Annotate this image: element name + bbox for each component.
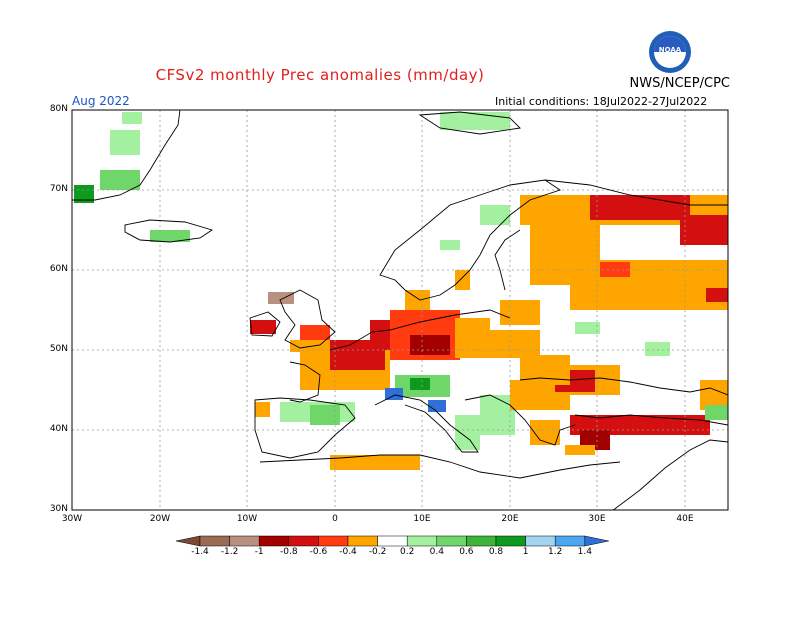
- uk-dry: [300, 325, 330, 343]
- greenland-wet: [100, 170, 140, 190]
- noaa-logo-text: NOAA: [658, 46, 682, 54]
- noaa-logo: [649, 31, 691, 73]
- legend-tick-label: 1: [522, 547, 529, 557]
- lon-label-10e: 10E: [413, 514, 431, 524]
- legend-tick-label: -0.4: [339, 547, 357, 557]
- russia-dry: [706, 288, 728, 302]
- uk-brown: [268, 292, 294, 304]
- ukraine-dry: [520, 355, 570, 385]
- legend-swatch: [347, 535, 378, 547]
- legend-tick-label: -1.4: [191, 547, 209, 557]
- russia-dry: [680, 215, 728, 245]
- lon-label-0: 0: [332, 514, 338, 524]
- legend-swatch: [377, 535, 408, 547]
- coastlines: [72, 110, 728, 510]
- greenland-wet: [74, 185, 94, 203]
- legend-arrow-high: [584, 535, 609, 547]
- russia-wet: [645, 342, 670, 356]
- legend-tick-label: -0.8: [280, 547, 298, 557]
- legend-swatch: [495, 535, 526, 547]
- lat-label-70n: 70N: [49, 184, 68, 194]
- legend-swatch: [199, 535, 230, 547]
- legend-tick-label: 1.4: [577, 547, 592, 557]
- iberia-dry: [255, 402, 270, 417]
- scandinavia-wet: [480, 205, 510, 225]
- legend-tick-label: 0.2: [400, 547, 415, 557]
- initial-conditions-label: Initial conditions: 18Jul2022-27Jul2022: [495, 95, 708, 108]
- legend-tick-label: -0.6: [309, 547, 328, 557]
- alps-wet: [410, 378, 430, 390]
- lon-label-10w: 10W: [236, 514, 258, 524]
- anomaly-layer: [72, 110, 728, 470]
- greenland-wet: [122, 112, 142, 124]
- uk-dry: [290, 340, 330, 352]
- lat-label-40n: 40N: [49, 424, 68, 434]
- russia-dry: [570, 260, 728, 310]
- legend-swatch: [436, 535, 467, 547]
- lon-label-40e: 40E: [676, 514, 694, 524]
- graticule: [72, 110, 728, 510]
- iberia-wet: [310, 405, 340, 425]
- legend-swatch: [554, 535, 586, 547]
- greece-dry: [530, 420, 560, 445]
- legend-swatch: [229, 535, 260, 547]
- greenland-wet: [110, 130, 140, 155]
- russia-wet: [575, 322, 600, 334]
- lat-label-30n: 30N: [49, 504, 68, 514]
- africa-dry: [330, 455, 420, 470]
- ireland-dry: [250, 320, 276, 334]
- color-legend: [175, 535, 609, 547]
- baltic-dry: [500, 300, 540, 325]
- legend-swatch: [466, 535, 497, 547]
- agency-label: NWS/NCEP/CPC: [629, 76, 730, 91]
- africa-dry: [565, 445, 595, 455]
- legend-swatch: [406, 535, 438, 547]
- germany-dry: [410, 335, 450, 355]
- legend-tick-label: 0.6: [459, 547, 474, 557]
- scandinavia-wet: [440, 240, 460, 250]
- scandinavia-dry: [455, 270, 470, 290]
- lat-label-80n: 80N: [49, 104, 68, 114]
- russia-dry: [600, 262, 630, 277]
- legend-swatch: [288, 535, 319, 547]
- legend-tick-label: -0.2: [368, 547, 387, 557]
- legend-swatch: [318, 535, 349, 547]
- alps-wet: [385, 388, 403, 400]
- alps-wet: [428, 400, 446, 412]
- legend-tick-label: 0.4: [429, 547, 444, 557]
- legend-swatch: [258, 535, 290, 547]
- month-label: Aug 2022: [72, 94, 130, 108]
- legend-swatch: [525, 535, 556, 547]
- legend-tick-label: 1.2: [548, 547, 563, 557]
- map-title: CFSv2 monthly Prec anomalies (mm/day): [155, 66, 485, 84]
- lon-label-20w: 20W: [149, 514, 171, 524]
- lon-label-30e: 30E: [588, 514, 606, 524]
- caucasus-wet: [705, 405, 728, 420]
- lon-label-30w: 30W: [61, 514, 83, 524]
- legend-arrow-low: [175, 535, 201, 547]
- russia-dry: [590, 195, 690, 220]
- iceland-wet: [150, 230, 190, 242]
- poland-dry: [455, 318, 490, 358]
- legend-tick-label: -1: [254, 547, 264, 557]
- italy-wet: [455, 415, 480, 450]
- legend-tick-label: -1.2: [220, 547, 239, 557]
- svalbard-wet: [440, 112, 510, 130]
- scandinavia-dry: [405, 290, 430, 310]
- lon-label-20e: 20E: [501, 514, 519, 524]
- balkans-wet: [480, 395, 515, 435]
- map-frame: [71, 109, 729, 511]
- legend-tick-label: 0.8: [488, 547, 504, 557]
- lat-label-60n: 60N: [49, 264, 68, 274]
- lat-label-50n: 50N: [49, 344, 68, 354]
